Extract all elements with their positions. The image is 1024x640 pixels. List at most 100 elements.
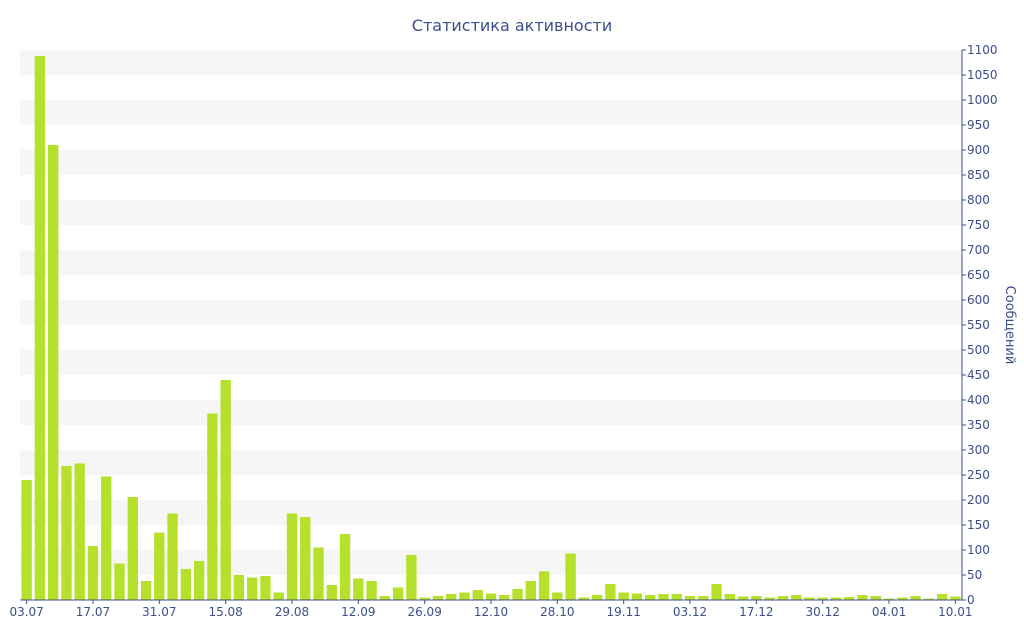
y-tick-label: 0: [967, 593, 975, 607]
bar: [870, 596, 881, 600]
y-tick-label: 450: [967, 368, 990, 382]
grid-band: [20, 500, 962, 525]
bar: [631, 593, 643, 600]
bar: [432, 596, 444, 600]
bar: [167, 513, 178, 600]
bar: [591, 595, 603, 600]
bar: [286, 513, 298, 600]
bar: [724, 594, 735, 600]
x-tick-label: 26.09: [407, 605, 441, 619]
x-axis-ticks: 03.07 17.07 31.07 15.08 29.08 12.09 26.09 12.10…: [9, 600, 973, 619]
x-tick-label: 19.11: [606, 605, 640, 619]
bar: [379, 596, 391, 600]
bar: [923, 598, 935, 600]
bar: [392, 587, 404, 600]
x-tick-label: 10.01: [938, 605, 972, 619]
grid-band: [20, 50, 962, 75]
y-axis-ticks: 0 50 100 150 200 250 300 350 400 450 500 550 600 650 7…: [962, 43, 998, 607]
grid-band: [20, 350, 962, 375]
x-tick-label: 30.12: [806, 605, 840, 619]
bar: [193, 561, 205, 600]
bar: [207, 413, 218, 600]
bar: [790, 595, 802, 600]
y-tick-label: 1100: [967, 43, 998, 57]
y-tick-label: 1000: [967, 93, 998, 107]
y-axis-label: Сообщений: [1002, 286, 1017, 365]
bar: [406, 555, 417, 600]
bar: [698, 596, 709, 600]
x-tick-label: 17.12: [739, 605, 773, 619]
bar: [804, 597, 815, 600]
bar: [114, 563, 125, 600]
y-tick-label: 250: [967, 468, 990, 482]
y-tick-label: 550: [967, 318, 990, 332]
y-tick-label: 850: [967, 168, 990, 182]
bar: [472, 590, 483, 600]
bar: [552, 592, 563, 600]
bar: [260, 576, 271, 600]
bar: [565, 553, 576, 600]
y-tick-label: 700: [967, 243, 990, 257]
x-tick-label: 17.07: [76, 605, 110, 619]
bar: [140, 581, 152, 600]
bar: [339, 534, 351, 600]
bar: [87, 546, 99, 600]
x-tick-label: 28.10: [540, 605, 574, 619]
grid-band: [20, 300, 962, 325]
y-tick-label: 300: [967, 443, 990, 457]
bar: [34, 56, 46, 600]
y-tick-label: 400: [967, 393, 990, 407]
bar: [180, 569, 192, 600]
y-tick-label: 50: [967, 568, 982, 582]
bar: [645, 595, 656, 600]
y-tick-label: 950: [967, 118, 990, 132]
y-tick-label: 650: [967, 268, 990, 282]
bar: [817, 597, 828, 600]
bar: [47, 145, 59, 600]
bar: [883, 598, 895, 600]
grid-band: [20, 100, 962, 125]
grid-band: [20, 400, 962, 425]
bar: [459, 592, 470, 600]
bar: [247, 577, 258, 600]
bar: [499, 595, 510, 600]
x-tick-label: 03.12: [673, 605, 707, 619]
grid-band: [20, 150, 962, 175]
x-tick-label: 12.10: [474, 605, 508, 619]
bar: [777, 596, 789, 600]
y-tick-label: 350: [967, 418, 990, 432]
x-tick-label: 15.08: [208, 605, 242, 619]
grid-bands: [20, 50, 962, 575]
bar: [154, 532, 165, 600]
bar: [844, 597, 855, 600]
bar: [446, 594, 457, 600]
bar: [830, 597, 842, 600]
x-tick-label: 12.09: [341, 605, 375, 619]
bar: [737, 596, 749, 600]
bar: [61, 466, 72, 600]
bar: [74, 463, 85, 600]
bar: [525, 581, 536, 600]
x-tick-label: 29.08: [275, 605, 309, 619]
x-tick-label: 31.07: [142, 605, 176, 619]
y-tick-label: 1050: [967, 68, 998, 82]
bar: [684, 596, 696, 600]
bar: [910, 596, 921, 600]
bar: [101, 476, 112, 600]
grid-band: [20, 250, 962, 275]
chart-title: Статистика активности: [412, 16, 612, 35]
y-tick-label: 200: [967, 493, 990, 507]
bar: [419, 597, 430, 600]
bar: [671, 594, 682, 600]
bar: [273, 592, 284, 600]
bar: [658, 594, 669, 600]
y-tick-label: 100: [967, 543, 990, 557]
y-tick-label: 750: [967, 218, 990, 232]
bar: [353, 578, 364, 600]
bar: [897, 597, 908, 600]
grid-band: [20, 450, 962, 475]
bar: [751, 596, 762, 600]
bar: [313, 547, 324, 600]
y-tick-label: 500: [967, 343, 990, 357]
